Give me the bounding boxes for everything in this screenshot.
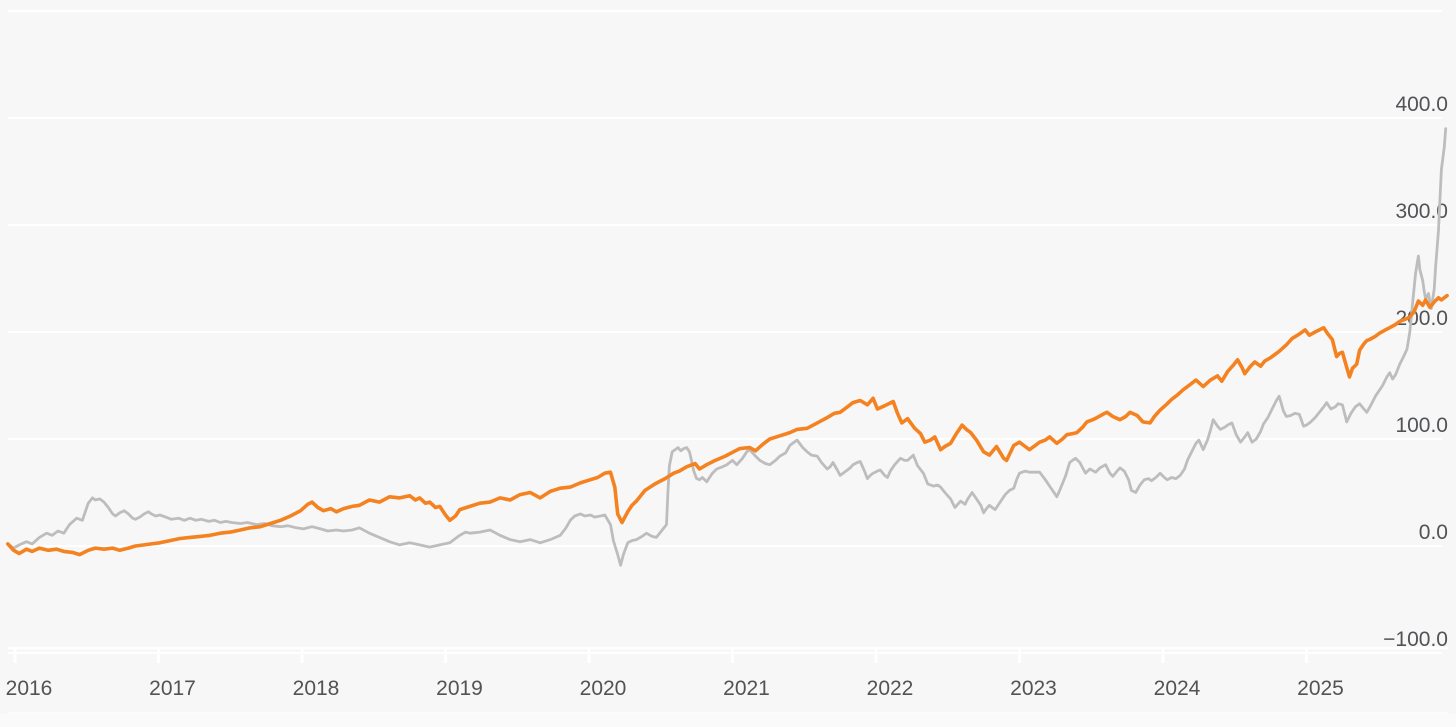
- orange-series-line[interactable]: [6, 293, 1449, 557]
- x-axis-label: 2021: [723, 677, 770, 700]
- x-axis-label: 2022: [867, 677, 914, 700]
- x-axis-label: 2018: [293, 677, 340, 700]
- y-axis-label: 100.0: [1395, 414, 1448, 437]
- x-axis-label: 2024: [1154, 677, 1201, 700]
- x-axis-label: 2023: [1010, 677, 1057, 700]
- gray-series-line[interactable]: [6, 127, 1448, 567]
- y-axis-label: 300.0: [1395, 200, 1448, 223]
- y-axis-label: 200.0: [1395, 307, 1448, 330]
- y-axis-label: 400.0: [1395, 93, 1448, 116]
- y-axis-label: −100.0: [1383, 628, 1448, 651]
- x-axis-label: 2019: [436, 677, 483, 700]
- bottom-strip: [0, 714, 1456, 727]
- x-axis-label: 2020: [580, 677, 627, 700]
- x-axis-label: 2017: [149, 677, 196, 700]
- x-axis-label: 2016: [6, 677, 53, 700]
- y-axis-label: 0.0: [1419, 521, 1448, 544]
- x-axis-label: 2025: [1297, 677, 1344, 700]
